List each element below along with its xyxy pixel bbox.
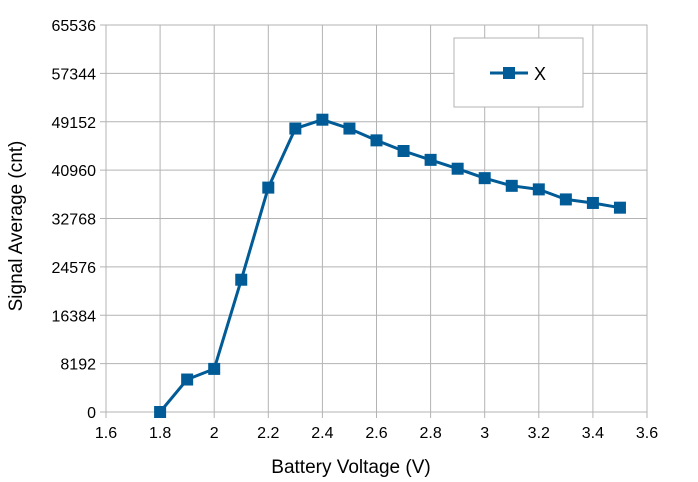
- x-tick-label: 2: [210, 425, 219, 442]
- legend-label-x: X: [534, 64, 546, 84]
- x-tick-label: 3.2: [528, 425, 550, 442]
- x-tick-label: 3.6: [636, 425, 658, 442]
- x-axis-title: Battery Voltage (V): [271, 457, 430, 478]
- data-point-marker: [451, 162, 464, 175]
- data-point-marker: [343, 122, 356, 135]
- x-tick-label: 3.4: [582, 425, 604, 442]
- x-tick-label: 2.8: [419, 425, 441, 442]
- y-tick-label: 16384: [52, 308, 97, 325]
- y-tick-label: 65536: [52, 18, 97, 35]
- legend: X: [453, 37, 584, 108]
- data-point-marker: [397, 144, 410, 157]
- y-tick-label: 24576: [52, 260, 97, 277]
- data-point-marker: [154, 406, 167, 418]
- data-point-marker: [235, 273, 248, 286]
- x-tick-label: 1.8: [149, 425, 171, 442]
- legend-marker-x: [503, 67, 515, 79]
- x-tick-label: 2.2: [257, 425, 279, 442]
- x-tick-label: 2.4: [311, 425, 333, 442]
- x-tick-label: 3: [480, 425, 489, 442]
- data-point-marker: [586, 196, 599, 209]
- y-tick-label: 32768: [52, 212, 97, 229]
- y-axis-ticks: 0 8192 16384 24576 32768 40960 49152 57344 65536: [52, 18, 106, 422]
- x-axis-ticks: 1.6 1.8 2 2.2 2.4 2.6 2.8 3 3.2 3.4 3.6: [95, 412, 658, 442]
- x-tick-label: 2.6: [365, 425, 387, 442]
- y-tick-label: 8192: [60, 357, 96, 374]
- data-point-marker: [208, 362, 221, 375]
- data-point-marker: [505, 179, 518, 192]
- data-point-marker: [370, 134, 383, 147]
- data-point-marker: [181, 373, 194, 386]
- data-point-marker: [532, 183, 545, 196]
- y-tick-label: 57344: [52, 66, 97, 83]
- series-layer: [154, 113, 626, 418]
- data-point-marker: [613, 201, 626, 214]
- data-point-marker: [424, 153, 437, 166]
- data-point-marker: [262, 181, 275, 194]
- data-point-marker: [289, 122, 302, 135]
- data-point-marker: [478, 172, 491, 185]
- x-tick-label: 1.6: [95, 425, 117, 442]
- data-point-marker: [316, 113, 329, 126]
- data-point-marker: [559, 193, 572, 206]
- y-tick-label: 0: [87, 405, 96, 422]
- y-tick-label: 40960: [52, 163, 97, 180]
- y-tick-label: 49152: [52, 115, 97, 132]
- y-axis-title: Signal Average (cnt): [6, 141, 27, 312]
